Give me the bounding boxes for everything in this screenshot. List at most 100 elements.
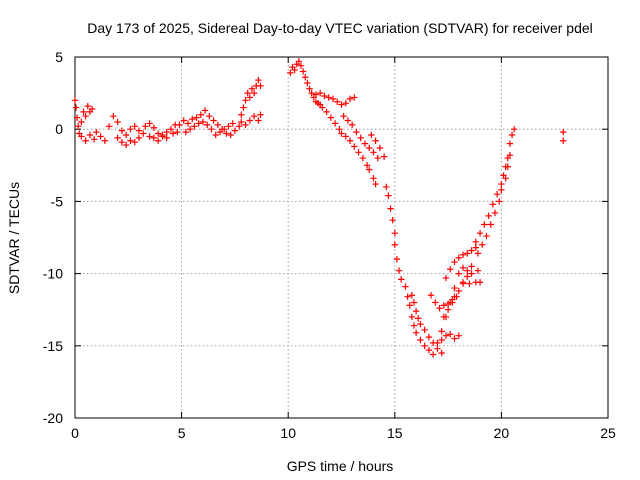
x-tick-label: 15 [387,425,403,441]
data-point [257,111,264,118]
data-point [346,95,354,103]
data-point [370,149,377,156]
data-point [455,254,462,261]
data-point [464,267,471,274]
chart-title: Day 173 of 2025, Sidereal Day-to-day VTE… [87,20,593,36]
data-point [464,250,471,257]
y-axis-label: SDTVAR / TECUs [6,182,22,294]
data-point [397,276,405,283]
x-axis-tick-labels: 0 5 10 15 20 25 [71,425,616,441]
data-point [295,58,303,65]
data-point [235,123,243,130]
data-point [429,351,437,358]
data-point [227,131,234,139]
data-point [412,307,420,315]
data-point [150,134,158,142]
data-point [255,76,262,84]
data-point [391,229,398,237]
data-point [493,190,501,198]
data-point [74,123,82,130]
data-point [142,123,149,130]
data-point [474,250,482,257]
data-point [391,241,398,248]
data-point [167,126,175,133]
data-point [436,305,443,312]
data-point [432,299,439,306]
data-point [80,108,87,116]
data-point [240,104,247,111]
data-point [351,94,358,101]
data-point [110,113,117,120]
data-point [402,283,409,290]
data-point [374,154,381,162]
data-point [404,293,411,300]
data-point [250,89,258,97]
data-point [417,336,424,344]
data-point [210,117,217,124]
data-point [372,137,379,144]
y-axis-tick-labels: 5 0 -5 -10 -15 -20 [43,49,63,426]
data-point [248,85,256,92]
x-axis-label: GPS time / hours [287,458,394,474]
data-point [127,137,134,144]
data-point [351,143,358,150]
data-point [180,117,187,124]
data-point [291,66,298,74]
data-point [415,315,422,322]
data-point [510,126,518,133]
y-tick-label: -20 [43,410,63,426]
data-series [71,58,567,358]
data-point [560,137,567,144]
data-point [425,333,433,341]
data-point [506,151,514,159]
data-point [560,128,567,136]
data-point [440,302,448,309]
data-point [483,232,490,240]
data-point [491,209,499,217]
data-point [299,68,307,75]
data-point [163,128,170,136]
data-point [114,118,121,126]
data-point [319,104,326,111]
data-point [342,100,349,107]
data-point [455,270,462,277]
data-point [105,123,113,130]
data-point [408,292,416,299]
data-point [498,180,505,188]
data-point [383,183,390,191]
data-point [229,120,236,127]
data-point [472,244,480,251]
data-point [101,137,109,144]
data-point [331,120,339,127]
data-point [182,128,190,136]
data-point [502,175,509,182]
data-point [238,111,245,118]
x-tick-label: 10 [280,425,296,441]
data-point [206,113,213,120]
data-point [472,238,480,246]
data-point [447,331,454,338]
data-point [135,134,143,142]
data-point [312,91,320,98]
data-point [412,329,420,337]
data-point [127,126,134,133]
data-point [84,102,91,110]
y-tick-label: -10 [43,266,63,282]
data-point [410,299,418,306]
data-point [90,136,98,143]
data-point [504,163,511,170]
data-point [308,89,315,97]
data-point [427,292,435,299]
data-point [163,134,170,142]
data-point [459,264,467,272]
data-point [159,133,166,140]
axis-ticks [74,56,609,419]
gridlines [75,57,608,418]
data-point [287,69,294,77]
data-point [376,144,384,152]
data-point [459,251,467,259]
data-point [195,120,202,127]
data-point [417,320,424,328]
data-point [304,79,311,87]
data-point [316,89,324,97]
